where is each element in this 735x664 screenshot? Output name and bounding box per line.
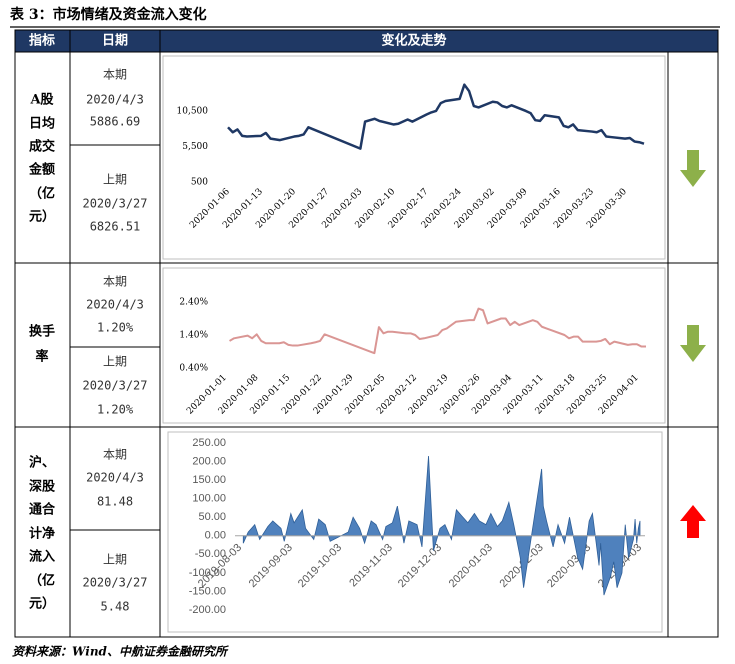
y-tick-label: -50.00 (195, 548, 226, 560)
table-grid (14, 29, 719, 638)
indicator-label: 金额 (28, 162, 55, 178)
indicator-label: 元） (29, 596, 55, 612)
y-tick-label: -150.00 (189, 585, 226, 597)
period-value: 1.20% (97, 321, 134, 335)
indicator-label: 日均 (29, 116, 55, 132)
table-title: 表 3：市场情绪及资金流入变化 (9, 6, 207, 23)
period-date: 2020/4/3 (86, 93, 144, 107)
period-date: 2020/3/27 (82, 576, 147, 590)
period-value: 6826.51 (90, 220, 141, 234)
x-tick-label: 2019-12-03 (396, 542, 444, 590)
y-tick-label: -200.00 (189, 604, 226, 616)
y-tick-label: 50.00 (198, 511, 226, 523)
down-arrow (680, 150, 706, 187)
period-date: 2020/3/27 (82, 197, 147, 211)
period-label: 本期 (103, 68, 127, 82)
y-tick-label: 5,500 (182, 142, 208, 152)
y-tick-label: 200.00 (192, 455, 226, 467)
indicator-label: 成交 (29, 139, 55, 155)
x-tick-label: 2020-01-03 (447, 542, 495, 590)
period-label: 上期 (103, 553, 127, 567)
period-value: 5.48 (101, 600, 130, 614)
y-tick-label: 150.00 (192, 474, 226, 486)
period-label: 本期 (103, 275, 127, 289)
period-value: 81.48 (97, 495, 133, 509)
indicator-label: （亿 (29, 573, 55, 589)
y-tick-label: -100.00 (189, 567, 226, 579)
indicator-label: 计净 (29, 526, 55, 542)
x-tick-label: 2020-03-03 (545, 542, 593, 590)
indicator-label: 沪、 (29, 455, 55, 471)
up-arrow (680, 505, 706, 538)
y-tick-label: 1.40% (179, 331, 208, 341)
x-tick-label: 2019-11-03 (347, 542, 395, 590)
header-bar (15, 30, 718, 52)
indicator-label: 换手 (29, 324, 55, 340)
y-tick-label: 2.40% (179, 298, 208, 308)
header-cell: 变化及走势 (381, 33, 446, 49)
indicator-label: 流入 (29, 549, 55, 565)
down-arrow (680, 325, 706, 362)
period-label: 上期 (103, 355, 127, 369)
chart-frames (162, 55, 666, 633)
y-tick-label: 250.00 (192, 437, 226, 449)
header-cell: 指标 (29, 33, 55, 49)
indicator-label: 率 (35, 349, 48, 365)
period-label: 本期 (103, 448, 127, 462)
period-date: 2020/4/3 (86, 471, 144, 485)
indicator-label: （亿 (29, 186, 55, 202)
indicator-label: 深股 (29, 479, 55, 495)
source-note: 资料来源：Wind、中航证券金融研究所 (12, 645, 229, 659)
period-date: 2020/3/27 (82, 379, 147, 393)
indicator-label: 通合 (29, 502, 56, 518)
period-value: 1.20% (97, 403, 134, 417)
x-tick-label: 2019-10-03 (296, 542, 344, 590)
indicator-label: 元） (29, 209, 55, 225)
y-tick-label: 500 (191, 178, 208, 188)
trend-line (229, 307, 646, 355)
header-cell: 日期 (102, 34, 128, 49)
period-value: 5886.69 (90, 115, 141, 129)
trend-line (227, 83, 645, 150)
indicator-label: A股 (29, 93, 53, 108)
y-tick-label: 10,500 (177, 106, 209, 116)
y-tick-label: 0.40% (179, 364, 208, 374)
period-label: 上期 (103, 173, 127, 187)
period-date: 2020/4/3 (86, 298, 144, 312)
y-tick-label: 0.00 (205, 530, 226, 542)
x-tick-label: 2019-09-03 (247, 542, 295, 590)
y-tick-label: 100.00 (192, 493, 226, 505)
flow-area (242, 455, 641, 596)
